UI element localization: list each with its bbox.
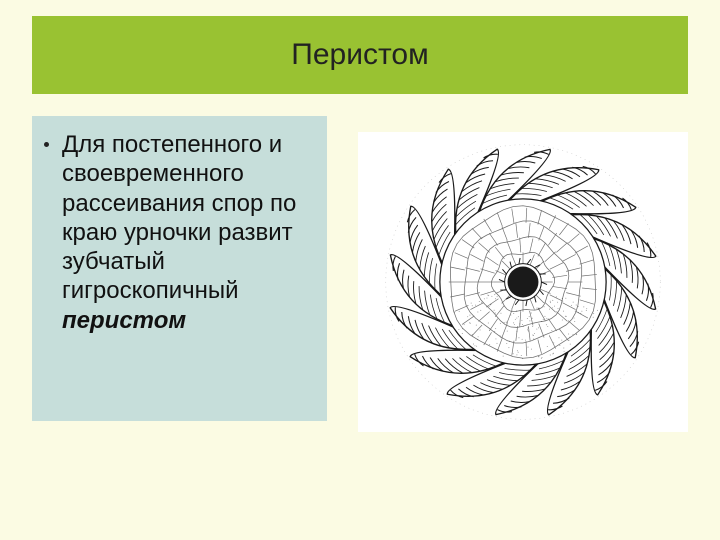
title-bar: Перистом bbox=[32, 16, 688, 94]
body-text-plain: Для постепенного и своевременного рассеи… bbox=[62, 131, 296, 304]
body-paragraph: Для постепенного и своевременного рассеи… bbox=[62, 130, 315, 335]
body-text-emphasis: перистом bbox=[62, 307, 186, 334]
bullet-icon bbox=[44, 142, 49, 147]
slide-title: Перистом bbox=[291, 38, 428, 72]
peristome-svg bbox=[363, 137, 683, 427]
peristome-diagram bbox=[358, 132, 688, 432]
body-text-box: Для постепенного и своевременного рассеи… bbox=[32, 116, 327, 421]
